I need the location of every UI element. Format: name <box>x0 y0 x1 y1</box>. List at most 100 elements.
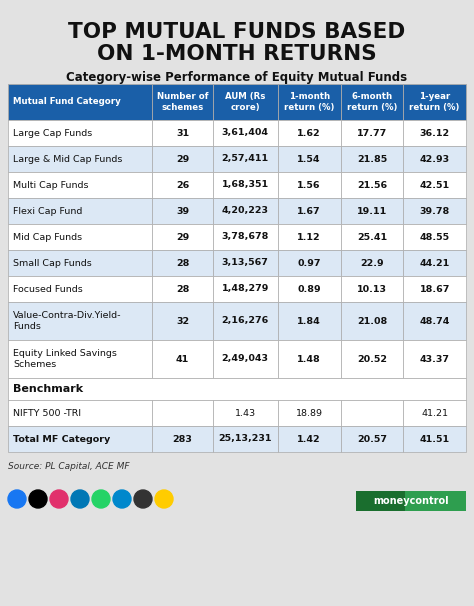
Bar <box>213 276 278 302</box>
Text: 32: 32 <box>176 316 189 325</box>
Text: 2,57,411: 2,57,411 <box>222 155 269 164</box>
Text: 29: 29 <box>176 233 189 242</box>
Text: 25.41: 25.41 <box>357 233 387 242</box>
Bar <box>213 224 278 250</box>
Text: Total MF Category: Total MF Category <box>13 435 110 444</box>
Text: Small Cap Funds: Small Cap Funds <box>13 259 92 267</box>
Bar <box>213 400 278 426</box>
Text: 3,78,678: 3,78,678 <box>221 233 269 242</box>
Text: 283: 283 <box>173 435 192 444</box>
Text: Mid Cap Funds: Mid Cap Funds <box>13 233 82 242</box>
Text: Large Cap Funds: Large Cap Funds <box>13 128 92 138</box>
Text: AUM (Rs
crore): AUM (Rs crore) <box>225 92 265 112</box>
Bar <box>152 120 213 146</box>
Text: 18.67: 18.67 <box>419 284 450 293</box>
Bar <box>152 224 213 250</box>
Text: 21.08: 21.08 <box>357 316 387 325</box>
Bar <box>340 146 403 172</box>
Text: Mutual Fund Category: Mutual Fund Category <box>13 98 121 107</box>
Text: 2,16,276: 2,16,276 <box>222 316 269 325</box>
Text: 21.85: 21.85 <box>357 155 387 164</box>
Bar <box>8 302 152 340</box>
Bar <box>340 250 403 276</box>
Bar <box>8 340 152 378</box>
Bar <box>213 426 278 452</box>
Text: 1.62: 1.62 <box>297 128 321 138</box>
Text: 1.42: 1.42 <box>297 435 321 444</box>
Text: ON 1-MONTH RETURNS: ON 1-MONTH RETURNS <box>97 44 377 64</box>
Bar <box>8 198 152 224</box>
Text: 1,48,279: 1,48,279 <box>221 284 269 293</box>
Bar <box>152 146 213 172</box>
Bar <box>340 340 403 378</box>
Bar <box>8 120 152 146</box>
Text: 22.9: 22.9 <box>360 259 383 267</box>
Bar <box>340 276 403 302</box>
Text: Flexi Cap Fund: Flexi Cap Fund <box>13 207 82 216</box>
Text: 39.78: 39.78 <box>419 207 450 216</box>
Text: 1.67: 1.67 <box>297 207 321 216</box>
Text: 41: 41 <box>176 355 189 364</box>
Text: 44.21: 44.21 <box>419 259 450 267</box>
Text: 41.51: 41.51 <box>419 435 450 444</box>
Text: Multi Cap Funds: Multi Cap Funds <box>13 181 89 190</box>
Text: 1.84: 1.84 <box>297 316 321 325</box>
Bar <box>403 172 466 198</box>
Bar <box>405 491 466 511</box>
Text: Value-Contra-Div.Yield-
Funds: Value-Contra-Div.Yield- Funds <box>13 311 121 331</box>
Bar <box>403 276 466 302</box>
Text: 18.89: 18.89 <box>296 408 323 418</box>
Bar <box>278 198 340 224</box>
Text: 25,13,231: 25,13,231 <box>219 435 272 444</box>
Bar <box>403 340 466 378</box>
Text: 20.57: 20.57 <box>357 435 387 444</box>
Bar <box>8 276 152 302</box>
Text: 4,20,223: 4,20,223 <box>222 207 269 216</box>
Bar <box>8 426 152 452</box>
Bar <box>340 426 403 452</box>
Bar <box>213 172 278 198</box>
Bar <box>278 224 340 250</box>
Text: 1-month
return (%): 1-month return (%) <box>284 92 334 112</box>
Text: moneycontrol: moneycontrol <box>373 496 449 506</box>
Circle shape <box>71 490 89 508</box>
Text: 42.51: 42.51 <box>419 181 450 190</box>
Text: 42.93: 42.93 <box>419 155 450 164</box>
Bar <box>278 172 340 198</box>
Circle shape <box>155 490 173 508</box>
Bar <box>278 120 340 146</box>
Bar <box>152 276 213 302</box>
Text: 48.55: 48.55 <box>419 233 450 242</box>
Bar <box>8 400 152 426</box>
Text: 48.74: 48.74 <box>419 316 450 325</box>
Bar <box>403 400 466 426</box>
Bar <box>278 250 340 276</box>
Bar <box>403 250 466 276</box>
Bar <box>8 84 152 120</box>
Bar <box>8 250 152 276</box>
Bar <box>152 84 213 120</box>
Text: 29: 29 <box>176 155 189 164</box>
Bar <box>403 426 466 452</box>
Bar <box>356 491 405 511</box>
Bar <box>340 400 403 426</box>
Text: 26: 26 <box>176 181 189 190</box>
Text: 28: 28 <box>176 284 189 293</box>
Text: 36.12: 36.12 <box>419 128 450 138</box>
Text: 1,68,351: 1,68,351 <box>222 181 269 190</box>
Bar <box>340 172 403 198</box>
Bar <box>278 302 340 340</box>
Bar <box>278 84 340 120</box>
Circle shape <box>29 490 47 508</box>
Bar <box>213 84 278 120</box>
Bar <box>152 172 213 198</box>
Bar <box>340 302 403 340</box>
Bar <box>8 378 466 400</box>
Text: NIFTY 500 -TRI: NIFTY 500 -TRI <box>13 408 81 418</box>
Bar <box>8 224 152 250</box>
Bar <box>278 276 340 302</box>
Bar <box>152 340 213 378</box>
Text: 39: 39 <box>176 207 189 216</box>
Bar <box>403 198 466 224</box>
Bar <box>278 426 340 452</box>
